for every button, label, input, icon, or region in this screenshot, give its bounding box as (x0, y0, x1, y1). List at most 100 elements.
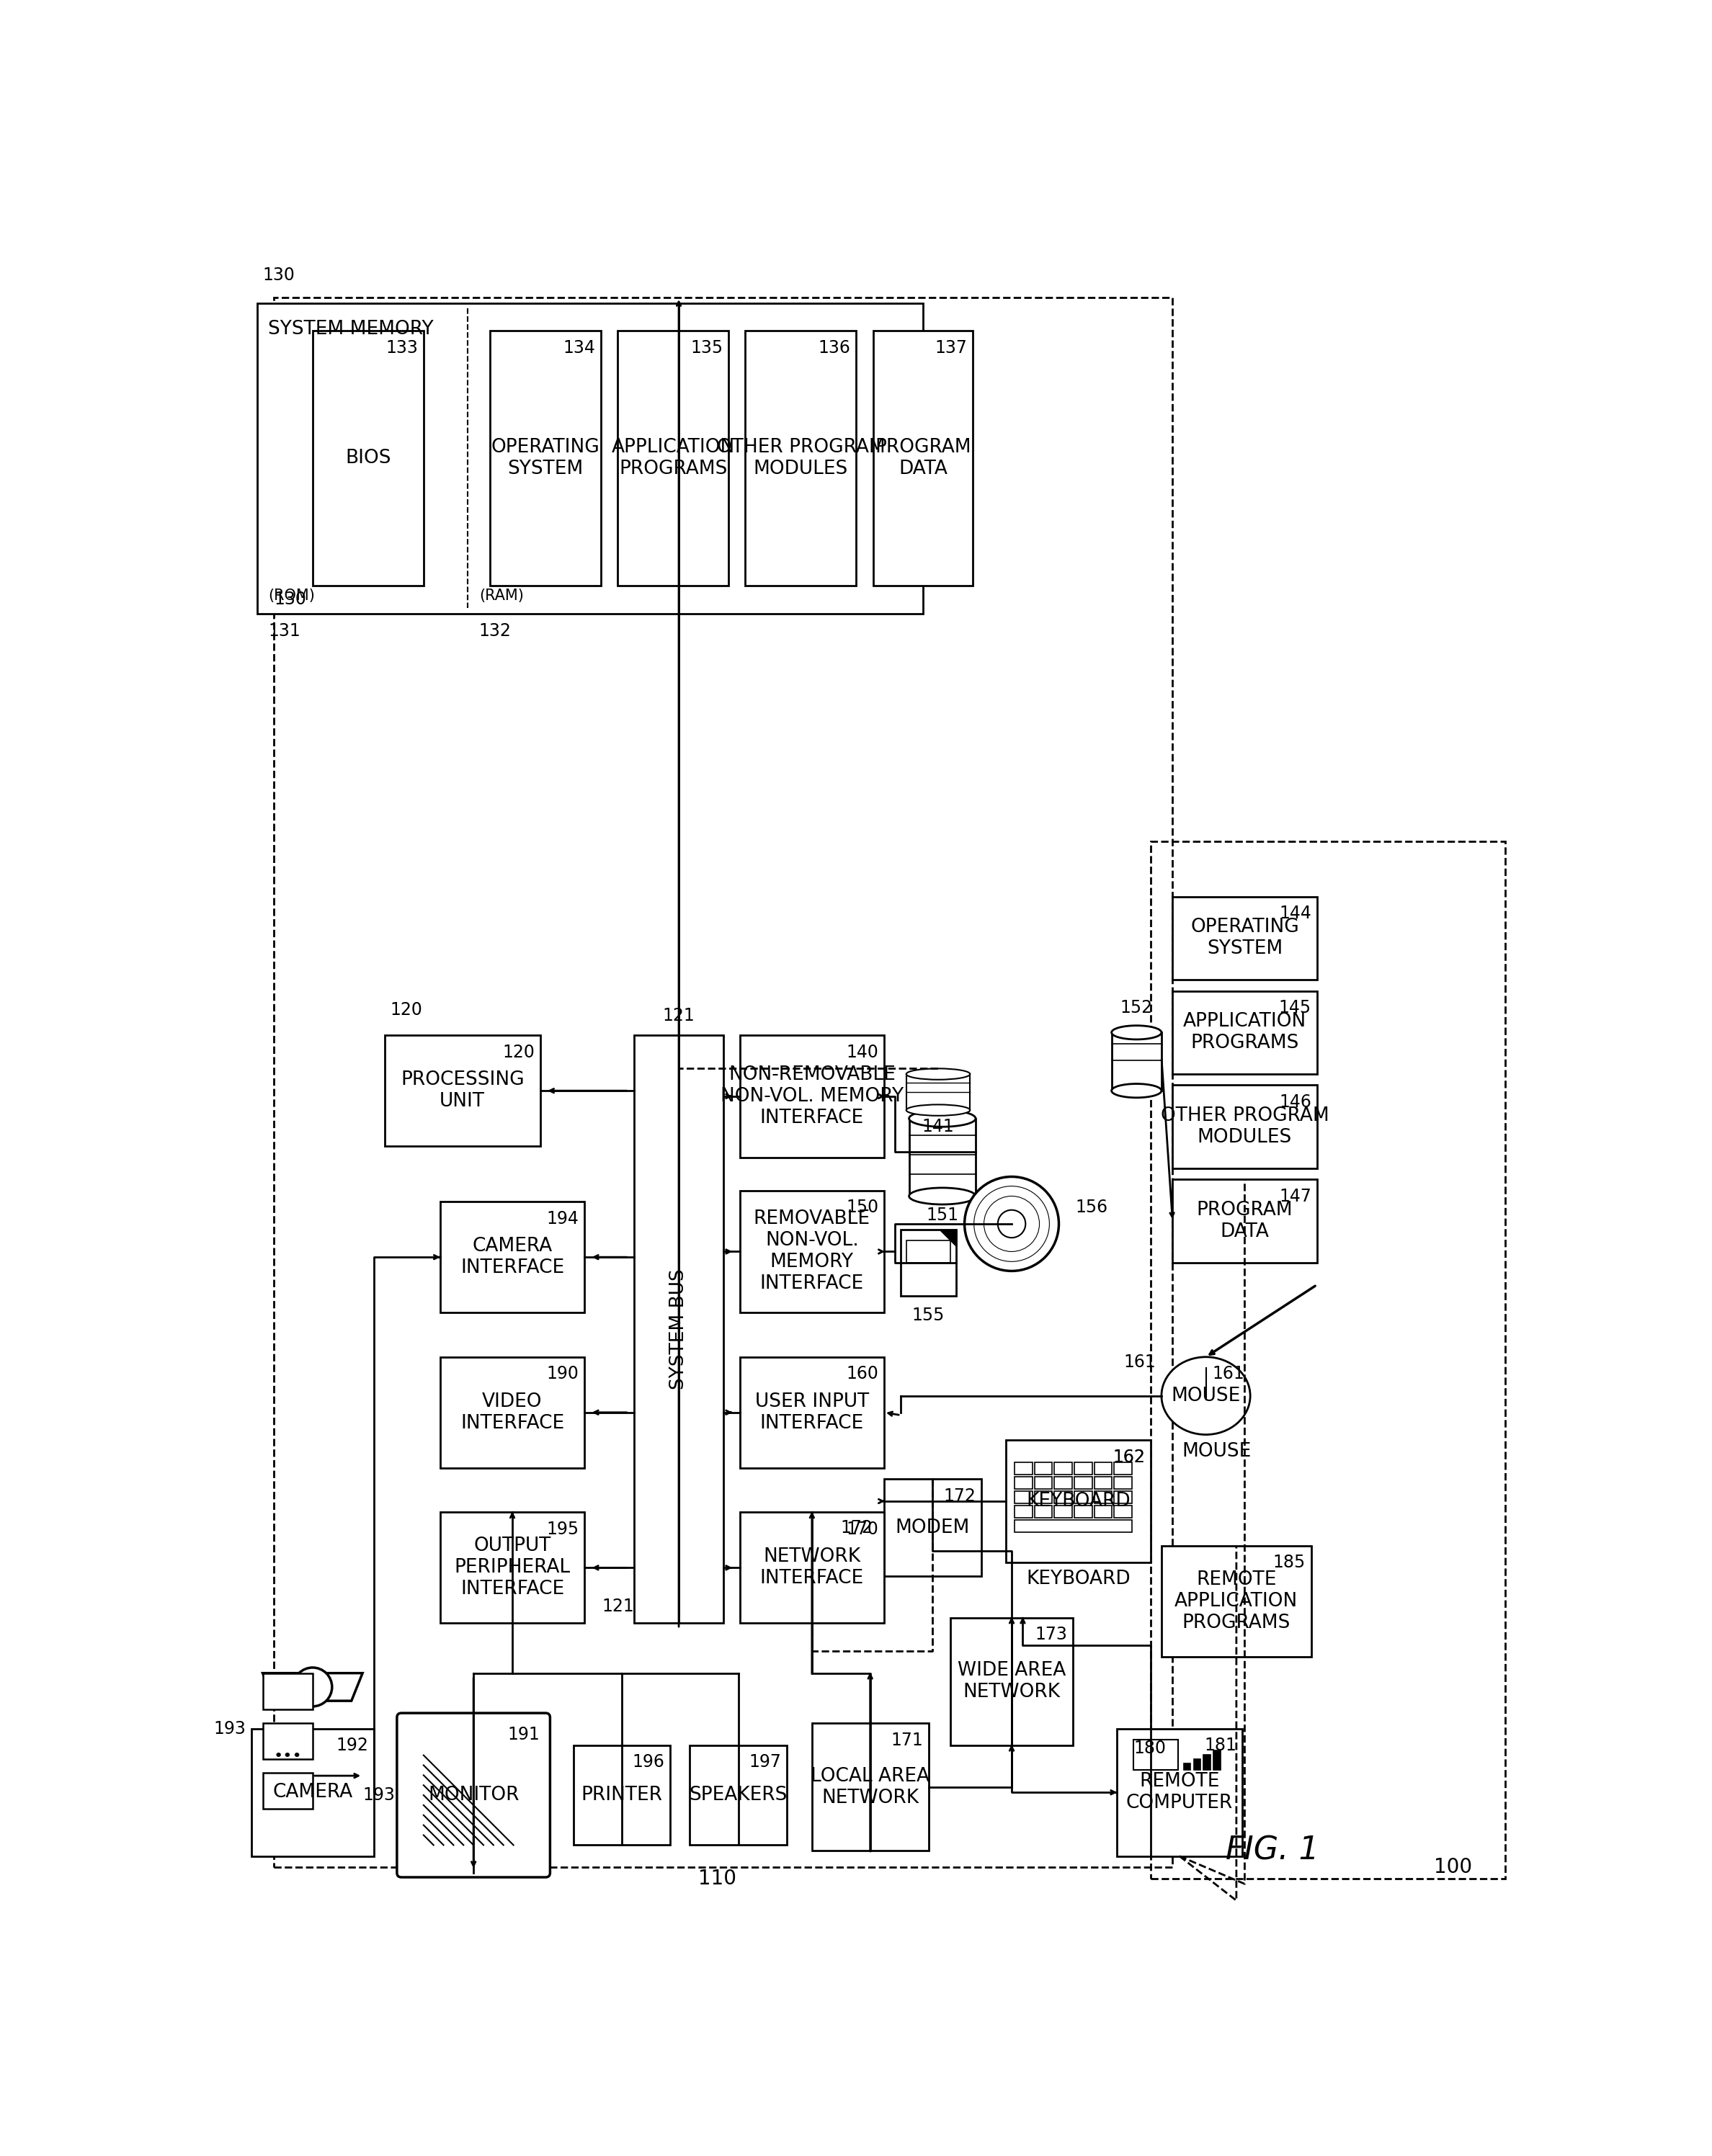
Bar (1015, 1520, 1132, 1533)
Bar (274, 298, 1173, 1867)
Bar (883, 1479, 981, 1576)
Text: 145: 145 (1279, 998, 1311, 1015)
Bar (1075, 1505, 1092, 1518)
Text: 172: 172 (841, 1518, 873, 1537)
Bar (440, 1511, 584, 1623)
Bar (1015, 1462, 1032, 1475)
Text: 192: 192 (336, 1738, 368, 1755)
Text: 190: 190 (546, 1365, 579, 1382)
Text: 130: 130 (262, 267, 294, 285)
Ellipse shape (906, 1104, 971, 1115)
Bar (1075, 1462, 1092, 1475)
Circle shape (998, 1210, 1025, 1238)
Bar (909, 1119, 976, 1197)
Text: 161: 161 (1123, 1354, 1156, 1371)
Text: 151: 151 (926, 1207, 959, 1225)
Bar (635, 1035, 722, 1623)
Polygon shape (940, 1229, 957, 1246)
Text: 152: 152 (1120, 998, 1152, 1015)
Text: WIDE AREA
NETWORK: WIDE AREA NETWORK (957, 1662, 1067, 1701)
Bar (1173, 1179, 1317, 1263)
Text: 196: 196 (632, 1753, 664, 1770)
Bar (1094, 1492, 1113, 1503)
Text: MONITOR: MONITOR (428, 1785, 519, 1805)
Bar (1183, 1764, 1190, 1770)
Bar (873, 330, 972, 586)
Text: 162: 162 (1113, 1449, 1145, 1466)
Text: PRINTER: PRINTER (580, 1785, 663, 1805)
FancyBboxPatch shape (397, 1714, 550, 1878)
Text: SPEAKERS: SPEAKERS (690, 1785, 788, 1805)
Text: APPLICATION
PROGRAMS: APPLICATION PROGRAMS (611, 438, 734, 479)
Bar (440, 1356, 584, 1468)
Bar (252, 1729, 373, 1856)
Text: 136: 136 (818, 338, 851, 356)
Text: 180: 180 (1133, 1740, 1166, 1757)
Text: 193: 193 (214, 1720, 247, 1738)
Polygon shape (262, 1673, 363, 1701)
Bar (1007, 1440, 1150, 1563)
Text: 137: 137 (935, 338, 967, 356)
Bar (1115, 1492, 1132, 1503)
Text: 144: 144 (1279, 906, 1311, 923)
Text: CAMERA
INTERFACE: CAMERA INTERFACE (461, 1238, 565, 1276)
Text: MOUSE: MOUSE (1183, 1442, 1251, 1460)
Text: 146: 146 (1279, 1093, 1311, 1110)
Bar (740, 1190, 883, 1313)
Text: (RAM): (RAM) (479, 589, 524, 604)
Text: 181: 181 (1204, 1738, 1236, 1755)
Text: 121: 121 (603, 1598, 635, 1615)
Text: REMOTE
COMPUTER: REMOTE COMPUTER (1126, 1772, 1233, 1813)
Bar (1055, 1492, 1072, 1503)
Bar (1075, 1477, 1092, 1490)
Bar (1204, 1755, 1210, 1770)
Text: 150: 150 (846, 1199, 878, 1216)
Bar (1094, 1462, 1113, 1475)
Text: 170: 170 (846, 1520, 878, 1537)
Text: LOCAL AREA
NETWORK: LOCAL AREA NETWORK (811, 1766, 930, 1807)
Text: 194: 194 (546, 1210, 579, 1227)
Circle shape (964, 1177, 1058, 1272)
Bar (262, 1772, 313, 1809)
Bar (906, 1240, 950, 1263)
Text: OTHER PROGRAM
MODULES: OTHER PROGRAM MODULES (1161, 1106, 1329, 1147)
Bar (1055, 1505, 1072, 1518)
Text: 140: 140 (846, 1044, 878, 1061)
Circle shape (293, 1667, 332, 1705)
Text: SYSTEM BUS: SYSTEM BUS (669, 1270, 688, 1391)
Ellipse shape (1111, 1026, 1161, 1039)
Bar (1214, 1751, 1221, 1770)
Bar (1150, 841, 1505, 1878)
Bar (1116, 1729, 1241, 1856)
Bar (950, 1617, 1073, 1744)
Text: SYSTEM MEMORY: SYSTEM MEMORY (269, 319, 433, 338)
Bar (262, 1673, 313, 1710)
Ellipse shape (909, 1188, 976, 1205)
Bar (1173, 1084, 1317, 1169)
Bar (740, 1356, 883, 1468)
Text: 156: 156 (1075, 1199, 1108, 1216)
Bar (745, 330, 856, 586)
Text: 121: 121 (663, 1007, 695, 1024)
Bar (1094, 1477, 1113, 1490)
Bar (740, 1035, 883, 1158)
Bar (1055, 1462, 1072, 1475)
Bar (740, 1511, 883, 1623)
Text: REMOTE
APPLICATION
PROGRAMS: REMOTE APPLICATION PROGRAMS (1174, 1570, 1298, 1632)
Text: 193: 193 (363, 1787, 395, 1805)
Text: MOUSE: MOUSE (1171, 1386, 1241, 1406)
Bar (1115, 1505, 1132, 1518)
Bar (385, 1035, 539, 1147)
Text: KEYBOARD: KEYBOARD (1025, 1492, 1130, 1511)
Bar (257, 304, 923, 614)
Ellipse shape (1111, 1084, 1161, 1097)
Text: 197: 197 (750, 1753, 781, 1770)
Bar (574, 1744, 671, 1846)
Text: OUTPUT
PERIPHERAL
INTERFACE: OUTPUT PERIPHERAL INTERFACE (454, 1537, 570, 1600)
Bar (1193, 1759, 1200, 1770)
Bar (618, 330, 729, 586)
Bar (1173, 992, 1317, 1074)
Text: 155: 155 (912, 1307, 945, 1324)
Text: NETWORK
INTERFACE: NETWORK INTERFACE (760, 1548, 865, 1589)
Bar (1075, 1492, 1092, 1503)
